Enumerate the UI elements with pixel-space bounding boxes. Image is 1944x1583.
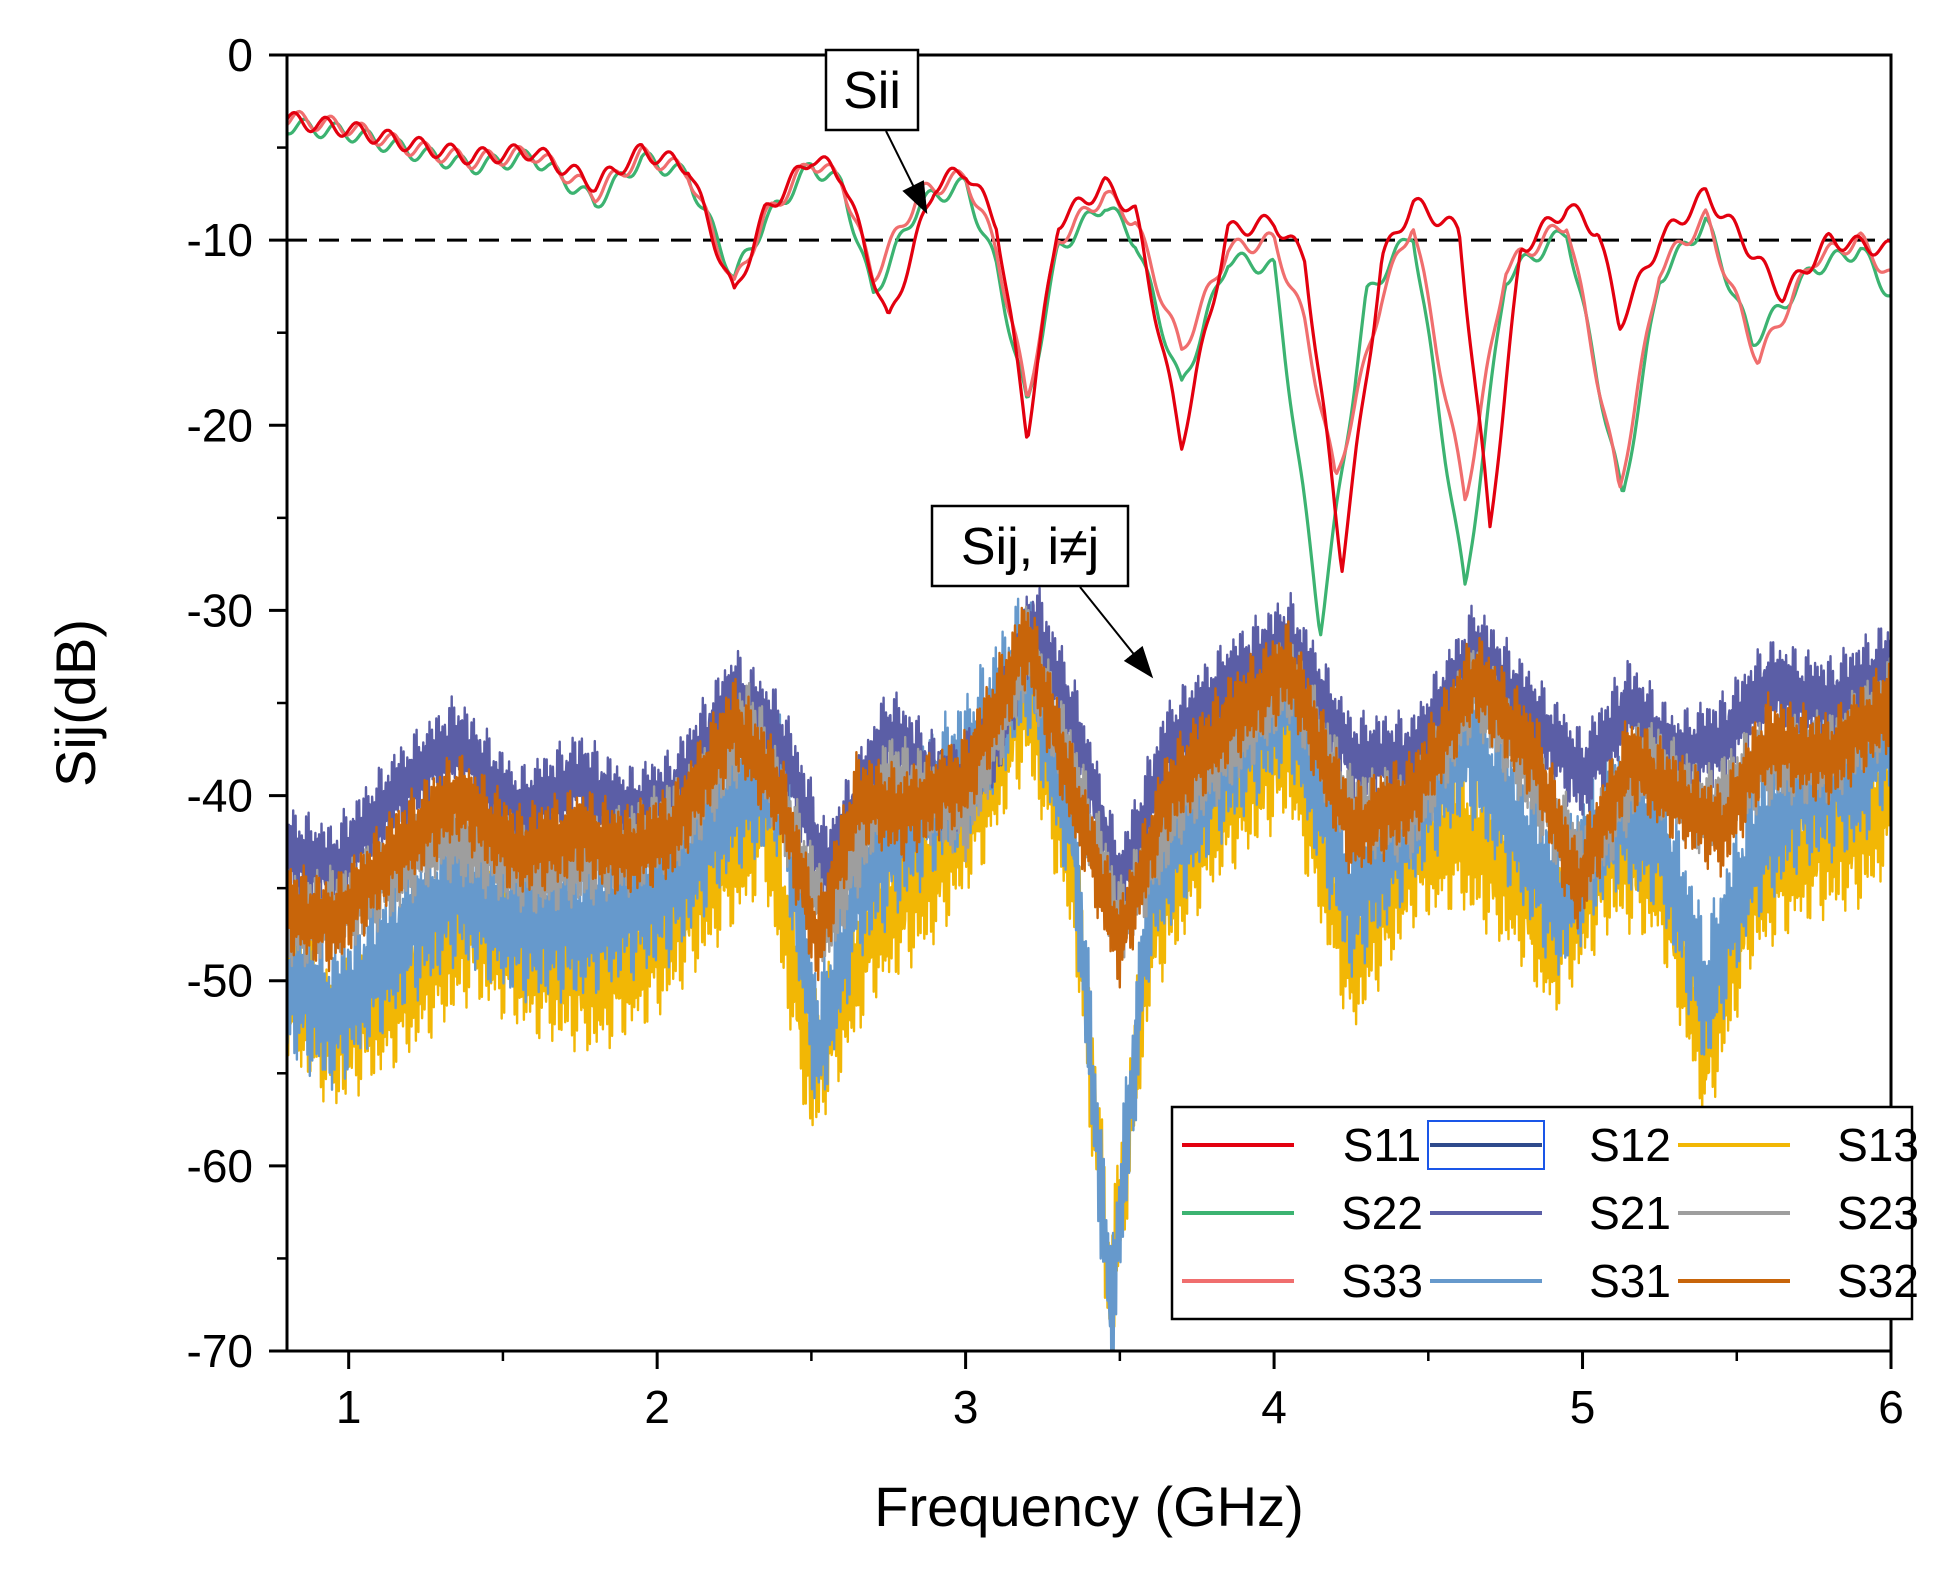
- x-tick-label: 4: [1261, 1381, 1287, 1433]
- annotation-box: [824, 48, 920, 132]
- legend: S11 S12 S13 S22 S21 S23 S33 S31 S32: [1170, 1105, 1919, 1321]
- series-s11: [285, 110, 1892, 574]
- legend-swatch-s12: [1427, 1120, 1545, 1170]
- annotation-label: Sij, i≠j: [961, 518, 1099, 576]
- legend-label-s12: S12: [1589, 1119, 1671, 1171]
- x-tick-label: 2: [644, 1381, 670, 1433]
- legend-label-s33: S33: [1341, 1255, 1423, 1307]
- legend-label-s32: S32: [1837, 1255, 1919, 1307]
- series-s32: [285, 606, 1893, 989]
- y-tick-label: -50: [187, 955, 253, 1007]
- series-layer: [285, 109, 1893, 1353]
- y-tick-label: -60: [187, 1140, 253, 1192]
- legend-label-s31: S31: [1589, 1255, 1671, 1307]
- x-tick-label: 5: [1570, 1381, 1596, 1433]
- x-tick-label: 3: [953, 1381, 979, 1433]
- x-tick-label: 6: [1878, 1381, 1904, 1433]
- y-tick-label: -30: [187, 584, 253, 636]
- annotation-arrow: [885, 130, 928, 215]
- y-tick-label: 0: [227, 29, 253, 81]
- annotation-box: [930, 504, 1130, 588]
- annotation-arrow: [1079, 586, 1154, 679]
- ticks-layer: 1 2 3 4 5 6 0 -10 -20 -30 -40 -50 -60 -70: [187, 29, 1904, 1433]
- legend-label-s22: S22: [1341, 1187, 1423, 1239]
- y-tick-label: -70: [187, 1325, 253, 1377]
- y-tick-label: -20: [187, 399, 253, 451]
- annotation-layer: Sii Sij, i≠j: [824, 48, 1154, 679]
- x-tick-label: 1: [336, 1381, 362, 1433]
- legend-label-s11: S11: [1343, 1119, 1421, 1171]
- y-tick-label: -40: [187, 770, 253, 822]
- legend-label-s21: S21: [1589, 1187, 1671, 1239]
- legend-label-s23: S23: [1837, 1187, 1919, 1239]
- y-tick-label: -10: [187, 214, 253, 266]
- legend-label-s13: S13: [1837, 1119, 1919, 1171]
- x-axis-title: Frequency (GHz): [874, 1475, 1303, 1538]
- y-axis-title: Sij(dB): [44, 619, 107, 787]
- series-s33: [285, 109, 1892, 502]
- annotation-label: Sii: [843, 62, 901, 120]
